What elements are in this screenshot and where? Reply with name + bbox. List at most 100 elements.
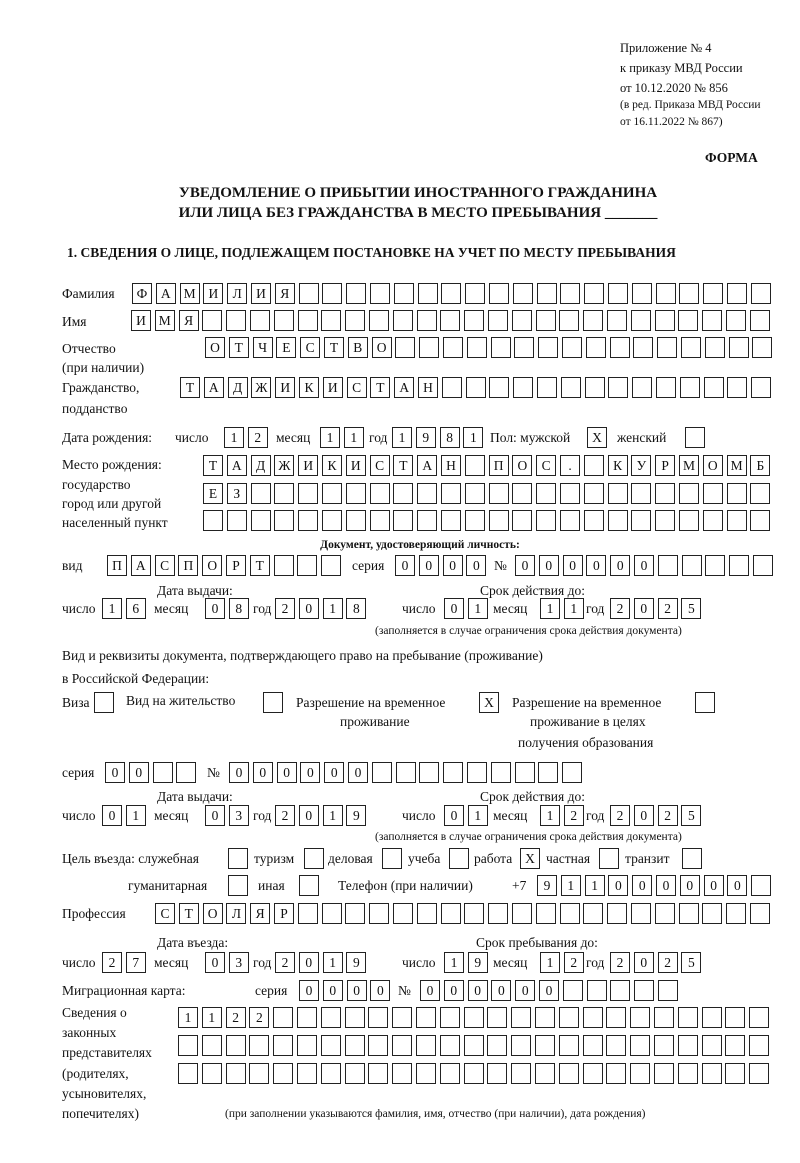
- char-cell[interactable]: [562, 337, 582, 358]
- char-cell[interactable]: [702, 483, 723, 504]
- char-cell[interactable]: 0: [298, 598, 319, 619]
- char-cell[interactable]: [512, 510, 533, 531]
- char-cell[interactable]: [583, 903, 604, 924]
- char-cell[interactable]: [630, 1063, 651, 1084]
- char-cell[interactable]: 1: [201, 1007, 222, 1028]
- char-cell[interactable]: 0: [633, 598, 654, 619]
- char-cell[interactable]: [678, 903, 699, 924]
- char-cell[interactable]: [416, 310, 437, 331]
- char-cell[interactable]: [467, 762, 487, 783]
- char-cell[interactable]: [634, 980, 655, 1001]
- char-cell[interactable]: [393, 903, 413, 924]
- char-cell[interactable]: М: [679, 455, 699, 476]
- char-cell[interactable]: [583, 310, 604, 331]
- char-cell[interactable]: [681, 555, 702, 576]
- char-cell[interactable]: [655, 510, 676, 531]
- char-cell[interactable]: [514, 762, 535, 783]
- char-cell[interactable]: [226, 310, 247, 331]
- char-cell[interactable]: [727, 283, 747, 304]
- char-cell[interactable]: 1: [125, 805, 146, 826]
- char-cell[interactable]: [344, 1063, 365, 1084]
- char-cell[interactable]: 0: [370, 980, 391, 1001]
- checkbox[interactable]: [263, 692, 283, 713]
- char-cell[interactable]: 2: [249, 1007, 270, 1028]
- char-cell[interactable]: [677, 1035, 698, 1056]
- char-cell[interactable]: [488, 310, 508, 331]
- char-cell[interactable]: [417, 283, 438, 304]
- char-cell[interactable]: Д: [227, 377, 248, 398]
- char-cell[interactable]: 9: [415, 427, 436, 448]
- char-cell[interactable]: [606, 1063, 627, 1084]
- char-cell[interactable]: [441, 283, 462, 304]
- char-cell[interactable]: У: [631, 455, 652, 476]
- char-cell[interactable]: 2: [657, 805, 678, 826]
- char-cell[interactable]: И: [345, 455, 366, 476]
- char-cell[interactable]: 1: [343, 427, 364, 448]
- char-cell[interactable]: [607, 510, 628, 531]
- char-cell[interactable]: [487, 1007, 508, 1028]
- char-cell[interactable]: И: [275, 377, 296, 398]
- char-cell[interactable]: [704, 337, 725, 358]
- char-cell[interactable]: О: [371, 337, 392, 358]
- char-cell[interactable]: [419, 337, 440, 358]
- char-cell[interactable]: [443, 337, 463, 358]
- char-cell[interactable]: [749, 1007, 770, 1028]
- char-cell[interactable]: 8: [228, 598, 249, 619]
- char-cell[interactable]: 1: [540, 805, 560, 826]
- char-cell[interactable]: [225, 1063, 246, 1084]
- char-cell[interactable]: [320, 1007, 341, 1028]
- char-cell[interactable]: 3: [228, 805, 249, 826]
- char-cell[interactable]: [226, 510, 247, 531]
- char-cell[interactable]: [658, 980, 678, 1001]
- char-cell[interactable]: А: [203, 377, 224, 398]
- char-cell[interactable]: 5: [681, 952, 702, 973]
- char-cell[interactable]: [416, 1035, 436, 1056]
- char-cell[interactable]: [726, 483, 747, 504]
- char-cell[interactable]: [584, 377, 605, 398]
- char-cell[interactable]: [297, 1063, 317, 1084]
- char-cell[interactable]: 0: [610, 555, 631, 576]
- char-cell[interactable]: [558, 1035, 579, 1056]
- char-cell[interactable]: Т: [393, 455, 414, 476]
- char-cell[interactable]: [487, 1063, 508, 1084]
- char-cell[interactable]: [750, 510, 771, 531]
- char-cell[interactable]: [250, 310, 270, 331]
- char-cell[interactable]: [536, 483, 557, 504]
- char-cell[interactable]: 0: [633, 805, 654, 826]
- char-cell[interactable]: [702, 903, 723, 924]
- char-cell[interactable]: 9: [346, 805, 367, 826]
- char-cell[interactable]: 1: [560, 875, 581, 896]
- char-cell[interactable]: 0: [634, 555, 654, 576]
- char-cell[interactable]: С: [346, 377, 367, 398]
- char-cell[interactable]: 5: [681, 598, 702, 619]
- char-cell[interactable]: [537, 377, 557, 398]
- char-cell[interactable]: [202, 310, 223, 331]
- char-cell[interactable]: [488, 903, 509, 924]
- char-cell[interactable]: [395, 337, 416, 358]
- char-cell[interactable]: А: [394, 377, 415, 398]
- char-cell[interactable]: [513, 377, 534, 398]
- char-cell[interactable]: 0: [515, 980, 536, 1001]
- char-cell[interactable]: [465, 377, 486, 398]
- char-cell[interactable]: [416, 1007, 436, 1028]
- char-cell[interactable]: [559, 310, 580, 331]
- char-cell[interactable]: 1: [444, 952, 464, 973]
- checkbox[interactable]: [599, 848, 619, 869]
- char-cell[interactable]: [368, 1063, 389, 1084]
- char-cell[interactable]: 0: [491, 980, 512, 1001]
- char-cell[interactable]: [610, 980, 631, 1001]
- char-cell[interactable]: [392, 1035, 413, 1056]
- char-cell[interactable]: Т: [324, 337, 344, 358]
- char-cell[interactable]: [369, 510, 390, 531]
- char-cell[interactable]: 1: [320, 427, 340, 448]
- char-cell[interactable]: О: [702, 455, 723, 476]
- char-cell[interactable]: 0: [443, 980, 464, 1001]
- char-cell[interactable]: 1: [467, 598, 488, 619]
- char-cell[interactable]: 0: [299, 980, 319, 1001]
- char-cell[interactable]: 1: [584, 875, 605, 896]
- char-cell[interactable]: Т: [249, 555, 270, 576]
- char-cell[interactable]: [702, 310, 723, 331]
- checkbox[interactable]: [449, 848, 469, 869]
- char-cell[interactable]: [321, 903, 342, 924]
- char-cell[interactable]: 0: [205, 952, 225, 973]
